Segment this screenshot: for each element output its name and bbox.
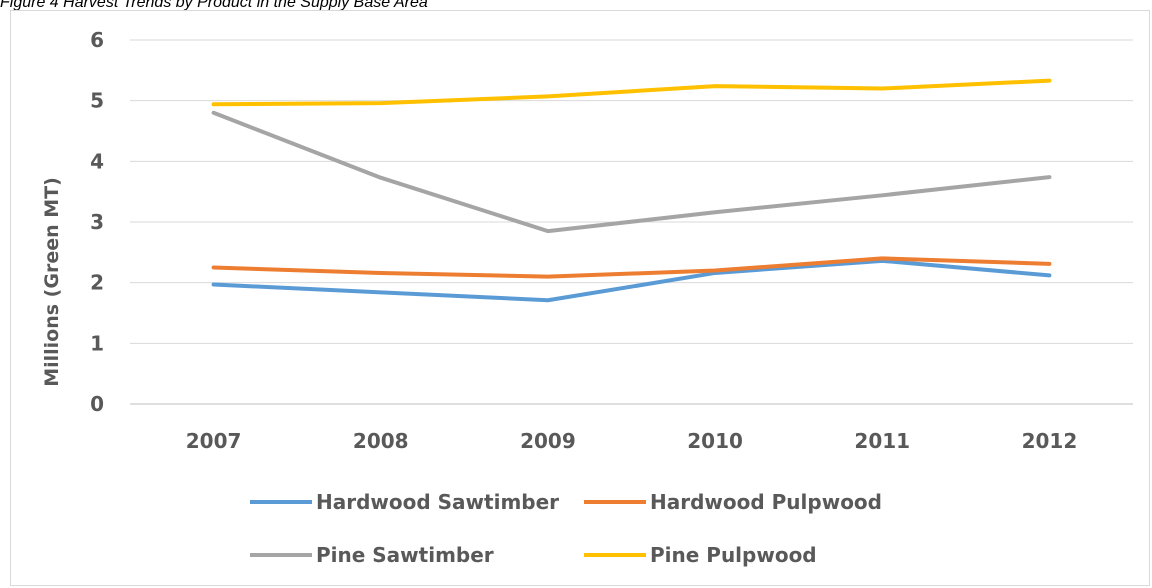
series-line: [211, 256, 1052, 279]
y-tick-label: 0: [90, 392, 104, 416]
x-tick-label: 2012: [1022, 429, 1078, 453]
x-tick-label: 2011: [854, 429, 910, 453]
y-tick-label: 6: [90, 28, 104, 52]
legend-label: Hardwood Sawtimber: [316, 490, 559, 514]
figure-caption: Figure 4 Harvest Trends by Product in th…: [0, 0, 428, 11]
legend-entry: Hardwood Sawtimber: [250, 490, 559, 514]
y-tick-label: 5: [90, 89, 104, 113]
series-lines: [211, 78, 1052, 303]
y-tick-label: 4: [90, 149, 104, 173]
legend-label: Pine Pulpwood: [650, 543, 817, 567]
series-line: [211, 258, 1052, 303]
x-tick-label: 2008: [353, 429, 409, 453]
series-line: [211, 110, 1052, 234]
chart-frame: [10, 10, 1150, 586]
y-tick-label: 3: [90, 210, 104, 234]
x-axis-ticks: 2007 2008 2009 2010 2011 2012: [186, 429, 1078, 453]
y-axis-label: Millions (Green MT): [41, 177, 63, 387]
legend-entry: Pine Pulpwood: [584, 543, 817, 567]
series-line: [211, 78, 1052, 107]
y-tick-label: 1: [90, 331, 104, 355]
x-tick-label: 2010: [687, 429, 743, 453]
legend-label: Hardwood Pulpwood: [650, 490, 882, 514]
y-axis-ticks: 0 1 2 3 4 5 6: [90, 28, 104, 416]
y-tick-label: 2: [90, 271, 104, 295]
legend-entry: Pine Sawtimber: [250, 543, 494, 567]
legend-label: Pine Sawtimber: [316, 543, 494, 567]
legend-entry: Hardwood Pulpwood: [584, 490, 882, 514]
legend: Hardwood Sawtimber Hardwood Pulpwood Pine …: [250, 490, 882, 567]
x-tick-label: 2007: [186, 429, 242, 453]
x-tick-label: 2009: [520, 429, 576, 453]
gridlines: [130, 39, 1133, 405]
